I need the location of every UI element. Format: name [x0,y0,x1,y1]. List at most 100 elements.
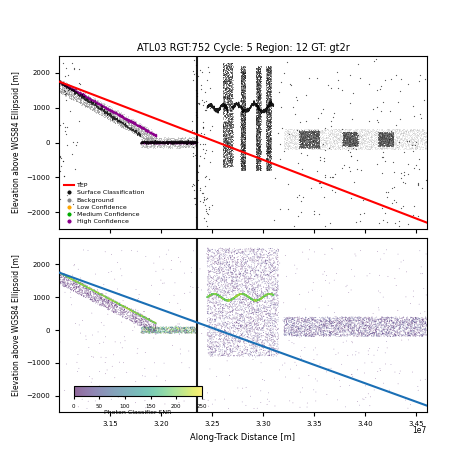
Point [388,134,396,141]
Point [324,131,332,139]
Point [222,285,229,293]
Point [59,78,66,85]
Point [167,139,174,147]
Surface Classification [220,103,228,111]
Point [378,319,385,326]
Point [145,319,153,326]
Point [380,128,387,136]
Surface Classification [263,63,270,71]
Point [387,138,394,145]
Point [183,325,191,332]
Surface Classification [239,97,246,104]
Point [302,332,310,339]
Surface Classification [222,151,229,159]
Point [337,126,344,133]
Point [393,125,401,133]
Point [285,128,292,136]
Point [349,351,356,359]
Surface Classification [267,75,274,82]
Surface Classification [255,106,262,113]
Point [120,113,128,120]
Point [401,328,409,336]
Point [386,144,394,151]
Surface Classification [240,154,248,162]
Surface Classification [266,123,274,130]
Surface Classification [264,144,271,152]
Point [171,138,178,145]
Point [382,135,389,143]
Point [345,138,352,145]
Surface Classification [252,64,260,71]
Point [354,142,361,149]
Point [274,314,282,321]
Point [326,131,334,139]
Surface Classification [255,156,263,163]
Surface Classification [228,104,235,112]
Point [158,328,165,336]
Point [380,131,388,138]
High Confidence [64,82,71,90]
Point [144,134,151,141]
Surface Classification [256,161,264,168]
Surface Classification [225,116,233,124]
Point [233,301,240,308]
Point [234,257,242,264]
Surface Classification [255,110,262,117]
Point [193,144,201,151]
Point [100,292,107,299]
Point [322,140,330,148]
Surface Classification [238,158,246,166]
Point [98,291,106,298]
Point [292,131,300,138]
Point [181,326,188,334]
Point [111,307,119,314]
Surface Classification [264,155,272,163]
Point [297,139,305,146]
Point [381,135,389,143]
Point [144,324,152,331]
Point [315,144,323,151]
Surface Classification [238,167,246,174]
Point [217,309,225,316]
Surface Classification [237,90,245,97]
Point [118,302,126,310]
Point [307,131,314,139]
Point [133,130,140,137]
Point [375,141,383,148]
Point [141,314,149,321]
Point [235,344,242,351]
Point [302,143,310,150]
Point [378,139,386,147]
Point [117,111,125,119]
Point [189,323,197,331]
Point [384,137,392,144]
Point [230,273,237,281]
Point [242,282,250,289]
Point [344,315,351,322]
Point [145,315,153,322]
Point [102,293,110,300]
Point [157,138,165,146]
Point [387,136,395,143]
Surface Classification [241,140,248,147]
Surface Classification [264,76,271,83]
Point [207,338,214,345]
Point [109,298,117,305]
Point [330,138,338,145]
Surface Classification [229,133,237,140]
Point [253,257,260,265]
Point [314,144,322,151]
Point [154,325,162,332]
Surface Classification [223,151,230,158]
Point [413,134,421,141]
Point [167,134,174,142]
Point [312,134,319,142]
Point [338,331,346,338]
Point [232,270,240,278]
Point [392,315,400,323]
High Confidence [91,98,99,106]
Point [294,131,302,139]
Surface Classification [227,118,235,125]
Point [302,133,310,140]
Point [264,291,271,298]
